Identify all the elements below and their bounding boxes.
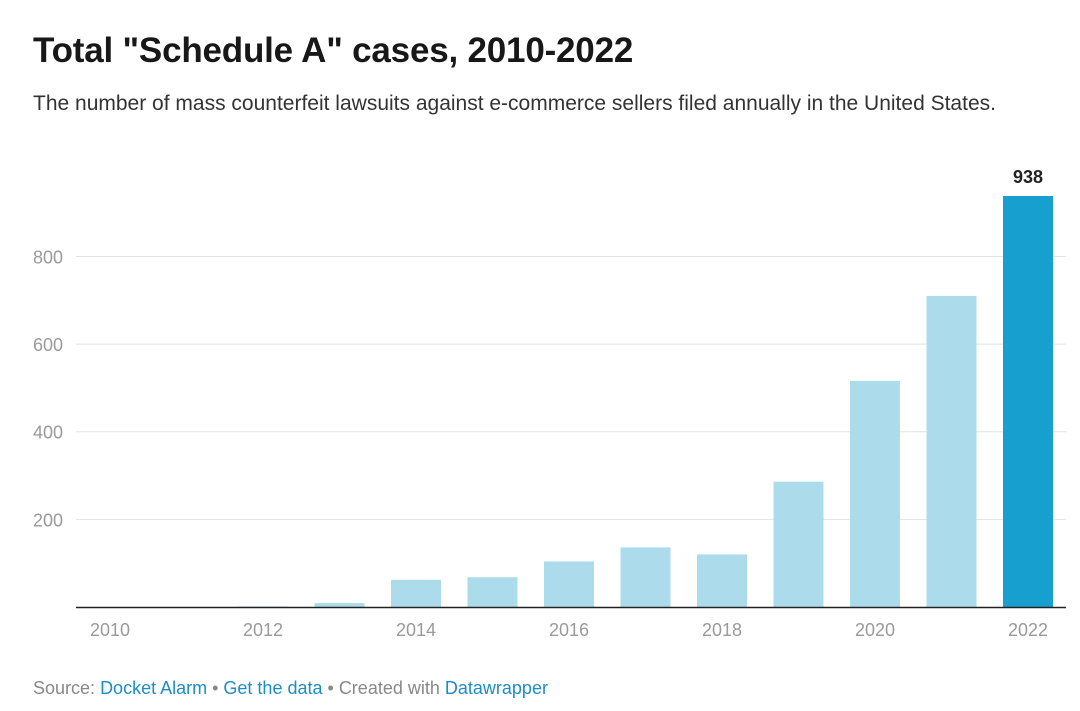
bar-2014 (391, 579, 441, 607)
chart-title: Total "Schedule A" cases, 2010-2022 (33, 31, 634, 70)
source-prefix: Source: (33, 678, 96, 698)
bar-2016 (544, 561, 594, 607)
bar-2021 (926, 295, 977, 607)
y-tick-label: 800 (33, 247, 63, 267)
x-tick-label: 2018 (702, 620, 742, 640)
bar-2022 (1003, 196, 1053, 607)
y-tick-label: 200 (33, 510, 63, 530)
x-tick-label: 2010 (90, 620, 130, 640)
x-tick-label: 2012 (243, 620, 283, 640)
value-label: 938 (1013, 167, 1043, 187)
footer-separator: • (327, 678, 334, 698)
bar-2018 (697, 554, 747, 607)
get-data-link[interactable]: Get the data (223, 678, 323, 698)
footer-separator: • (212, 678, 219, 698)
source-link[interactable]: Docket Alarm (100, 678, 208, 698)
x-tick-label: 2016 (549, 620, 589, 640)
bar-2013 (314, 603, 365, 607)
y-tick-label: 600 (33, 335, 63, 355)
grid-lines (76, 255, 1066, 520)
y-axis-tick-labels: 200 400 600 800 (33, 247, 63, 530)
created-with-text: Created with (338, 678, 440, 698)
bar-2017 (620, 547, 671, 607)
x-tick-label: 2020 (855, 620, 895, 640)
x-tick-label: 2022 (1008, 620, 1048, 640)
chart-subtitle: The number of mass counterfeit lawsuits … (33, 92, 996, 115)
value-labels: 938 (1013, 167, 1043, 187)
bars (238, 196, 1053, 607)
x-axis-tick-labels: 2010 2012 2014 2016 2018 2020 2022 (90, 620, 1048, 640)
datawrapper-link[interactable]: Datawrapper (444, 678, 548, 698)
bar-2019 (773, 481, 824, 607)
chart-footer: Source: Docket Alarm • Get the data • Create… (33, 676, 548, 700)
x-tick-label: 2014 (396, 620, 436, 640)
y-tick-label: 400 (33, 423, 63, 443)
bar-2020 (850, 380, 900, 607)
bar-2015 (467, 577, 518, 607)
